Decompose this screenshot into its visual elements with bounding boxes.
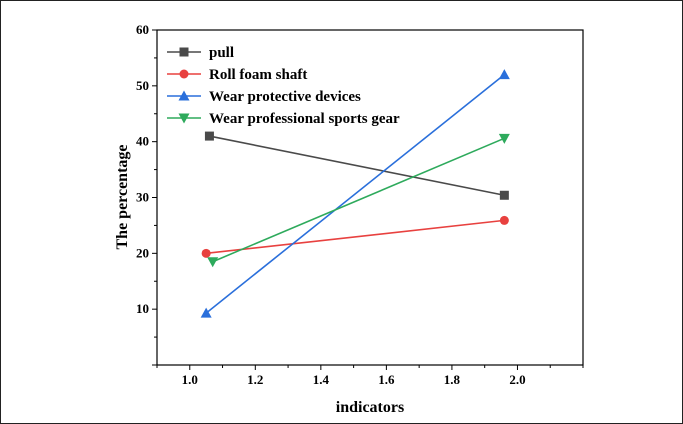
series-line-wear-protective-devices <box>205 74 505 314</box>
legend-label: pull <box>209 45 234 61</box>
data-point-wear-professional-sports-gear <box>207 257 219 268</box>
y-tick-label: 40 <box>136 134 149 149</box>
y-tick-label: 20 <box>136 245 149 260</box>
legend-marker <box>178 90 190 101</box>
x-tick-label: 2.0 <box>509 372 525 387</box>
legend-marker <box>178 113 190 124</box>
series-line-wear-professional-sports-gear <box>212 137 505 263</box>
series-line-roll-foam-shaft <box>206 219 505 255</box>
series-wear-protective-devices <box>200 69 510 318</box>
data-point-wear-protective-devices <box>200 307 212 318</box>
data-point-roll-foam-shaft <box>499 215 509 225</box>
axis-ticks: 1.0 1.2 1.4 1.6 1.8 2.0 10 20 30 40 50 60 <box>136 22 584 387</box>
y-tick-label: 60 <box>136 22 149 37</box>
data-point-roll-foam-shaft <box>201 248 211 258</box>
series-pull <box>204 131 509 200</box>
x-tick-label: 1.0 <box>182 372 198 387</box>
y-tick-label: 50 <box>136 78 149 93</box>
x-tick-label: 1.4 <box>313 372 330 387</box>
legend-marker <box>179 69 189 79</box>
legend-label: Roll foam shaft <box>209 67 307 83</box>
legend-label: Wear professional sports gear <box>209 111 400 127</box>
data-point-pull <box>204 131 214 141</box>
y-axis-label: The percentage <box>114 144 131 249</box>
x-axis-label: indicators <box>336 399 404 416</box>
legend-item-wear-protective-devices: Wear protective devices <box>167 89 361 105</box>
data-point-wear-protective-devices <box>498 69 510 80</box>
series-group <box>200 69 510 318</box>
legend-item-pull: pull <box>167 45 234 61</box>
legend-item-wear-professional-sports-gear: Wear professional sports gear <box>167 111 400 127</box>
data-point-wear-professional-sports-gear <box>498 133 510 144</box>
series-line-pull <box>209 135 505 197</box>
legend-marker <box>179 47 189 57</box>
x-tick-label: 1.2 <box>247 372 263 387</box>
legend: pull Roll foam shaft Wear protective devic… <box>167 45 400 127</box>
series-wear-professional-sports-gear <box>207 133 510 268</box>
y-tick-label: 30 <box>136 190 149 205</box>
series-roll-foam-shaft <box>201 215 509 258</box>
x-tick-label: 1.6 <box>378 372 395 387</box>
data-point-pull <box>499 190 509 200</box>
legend-item-roll-foam-shaft: Roll foam shaft <box>167 67 307 83</box>
x-tick-label: 1.8 <box>444 372 461 387</box>
y-tick-label: 10 <box>136 301 149 316</box>
legend-label: Wear protective devices <box>209 89 361 105</box>
